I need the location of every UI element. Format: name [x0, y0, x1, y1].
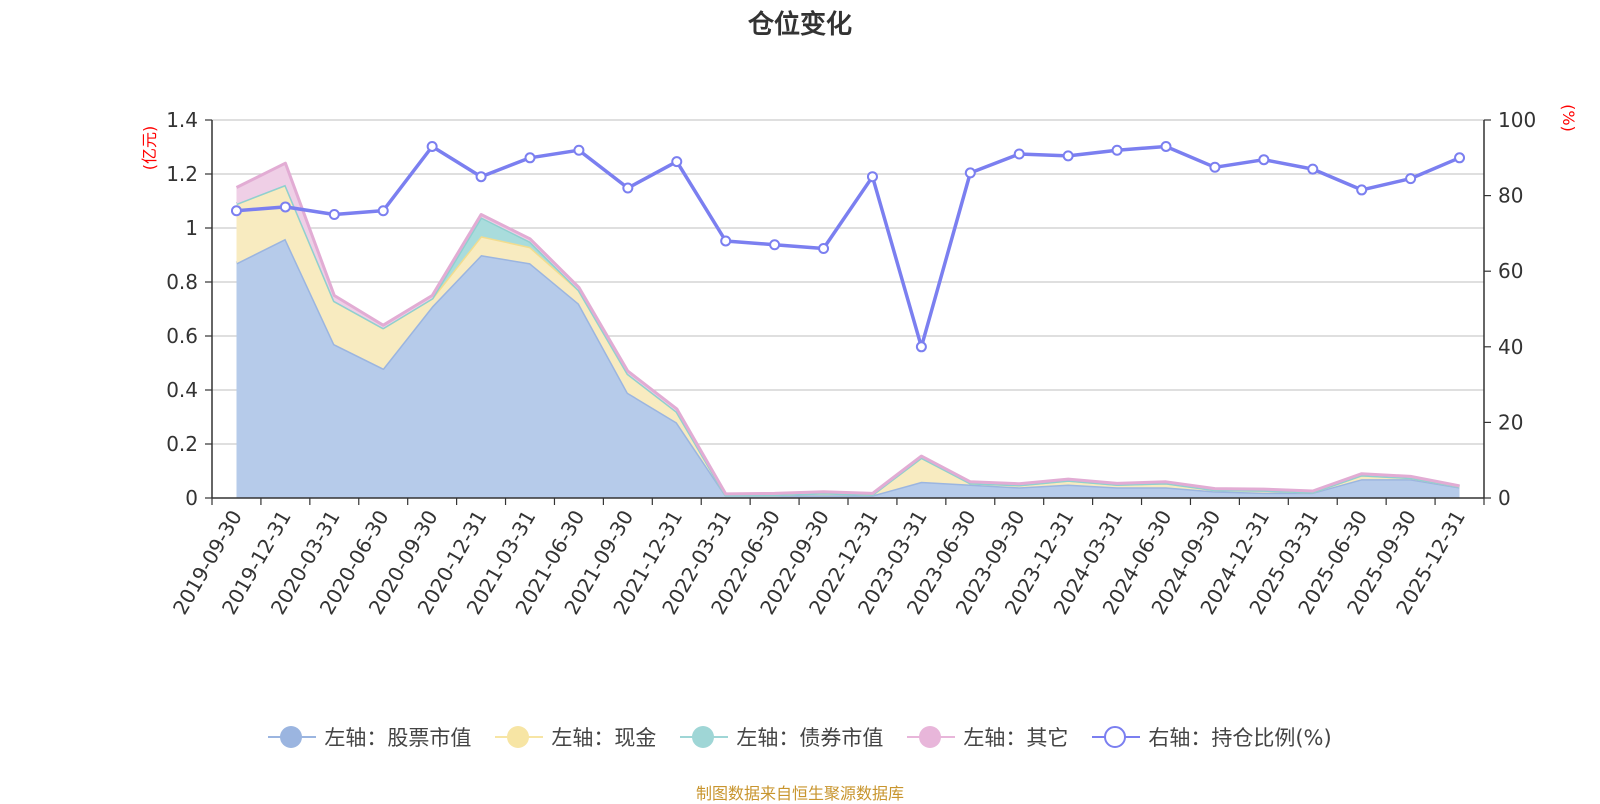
- area-layer: [235, 161, 1460, 499]
- ratio-point: [230, 205, 242, 217]
- ratio-point: [328, 209, 340, 220]
- ratio-point: [1258, 154, 1270, 166]
- left-tick-label: 1.4: [166, 108, 198, 132]
- left-axis-unit: (亿元): [140, 126, 159, 171]
- right-tick-label: 60: [1498, 259, 1523, 283]
- ratio-point: [1062, 150, 1074, 162]
- ratio-point: [818, 243, 830, 255]
- area-series-2: [236, 184, 1460, 496]
- position-change-chart: 00.20.40.60.811.21.40204060801002019-09-…: [140, 104, 1578, 619]
- legend-label: 右轴：持仓比例(%): [1148, 726, 1332, 750]
- legend-marker-icon: [1092, 725, 1141, 749]
- legend-item[interactable]: 左轴：债券市值: [680, 722, 883, 752]
- legend-marker-icon: [495, 725, 544, 749]
- left-tick-label: 0.6: [166, 324, 198, 348]
- ratio-point: [573, 144, 585, 156]
- legend-label: 左轴：其它: [963, 726, 1069, 750]
- left-tick-label: 0.2: [166, 432, 198, 456]
- legend-item[interactable]: 左轴：现金: [495, 722, 656, 752]
- legend-marker-icon: [907, 725, 956, 749]
- legend-marker-icon: [680, 725, 729, 749]
- ratio-point: [279, 201, 291, 213]
- ratio-point: [377, 205, 389, 217]
- ratio-point: [1013, 148, 1025, 160]
- ratio-point: [524, 152, 536, 164]
- right-tick-label: 20: [1498, 410, 1523, 434]
- ratio-point: [1160, 140, 1172, 152]
- left-tick-label: 0.8: [166, 270, 198, 294]
- ratio-point: [622, 182, 634, 194]
- ratio-point: [866, 171, 878, 183]
- ratio-point: [769, 239, 781, 251]
- ratio-point: [1209, 161, 1221, 173]
- ratio-point: [1307, 163, 1319, 175]
- ratio-line: [236, 144, 1461, 349]
- legend: 左轴：股票市值 左轴：现金 左轴：债券市值 左轴：其它 右轴：持仓比例(%): [0, 722, 1600, 752]
- left-tick-label: 0: [185, 486, 198, 510]
- ratio-point: [915, 341, 927, 353]
- right-tick-label: 100: [1498, 108, 1536, 132]
- legend-label: 左轴：现金: [551, 726, 657, 750]
- legend-item[interactable]: 左轴：股票市值: [268, 722, 471, 752]
- ratio-line-layer: [230, 140, 1466, 353]
- legend-label: 左轴：股票市值: [324, 726, 472, 750]
- right-axis-unit: (%): [1559, 104, 1578, 132]
- right-tick-label: 0: [1498, 486, 1511, 510]
- ratio-point: [475, 171, 487, 183]
- ratio-point: [1405, 173, 1417, 185]
- ratio-point: [1111, 144, 1123, 156]
- source-note: 制图数据来自恒生聚源数据库: [695, 784, 904, 803]
- ratio-point: [720, 235, 732, 247]
- right-tick-label: 40: [1498, 335, 1523, 359]
- left-tick-label: 1: [185, 216, 198, 240]
- legend-item[interactable]: 右轴：持仓比例(%): [1092, 722, 1332, 752]
- ratio-point: [964, 167, 976, 179]
- ratio-point: [1356, 184, 1368, 196]
- area-series-line-4: [235, 161, 1460, 496]
- ratio-point: [1454, 152, 1466, 164]
- area-series-1: [236, 238, 1460, 499]
- right-tick-label: 80: [1498, 184, 1523, 208]
- chart-title: 仓位变化: [747, 10, 852, 40]
- legend-marker-icon: [268, 725, 317, 749]
- left-tick-label: 1.2: [166, 162, 198, 186]
- legend-label: 左轴：债券市值: [736, 726, 884, 750]
- ratio-point: [426, 140, 438, 152]
- legend-item[interactable]: 左轴：其它: [907, 722, 1068, 752]
- left-tick-label: 0.4: [166, 378, 198, 402]
- ratio-point: [671, 156, 683, 168]
